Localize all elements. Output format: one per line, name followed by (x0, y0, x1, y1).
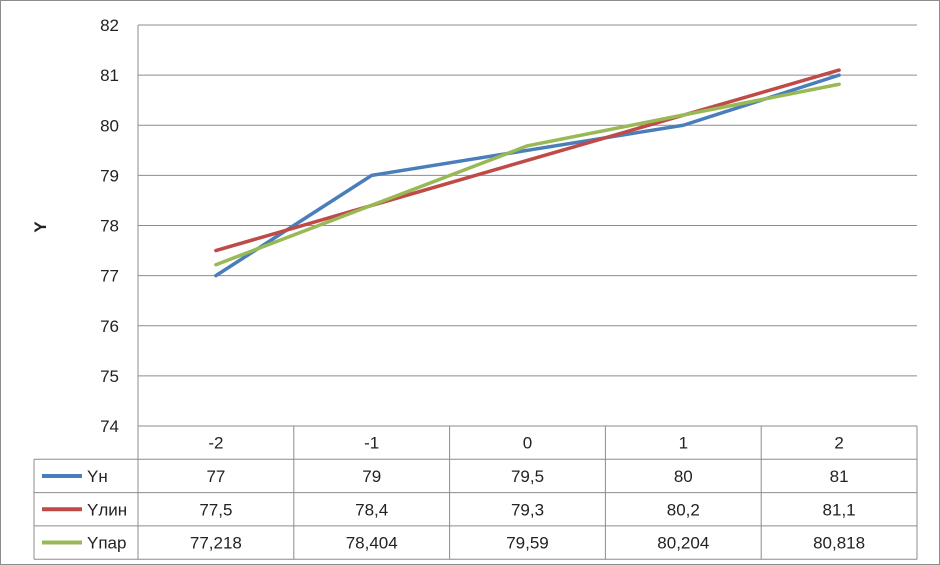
x-tick-label: 1 (679, 434, 688, 453)
data-label: 77,218 (190, 534, 242, 553)
data-label: 79,59 (506, 534, 549, 553)
y-tick-label: 79 (100, 166, 119, 185)
data-label: 81 (830, 467, 849, 486)
data-label: 80,818 (813, 534, 865, 553)
gridlines (137, 24, 917, 427)
data-label: 80,204 (657, 534, 709, 553)
y-tick-label: 80 (100, 116, 119, 135)
y-tick-label: 77 (100, 267, 119, 286)
data-label: 79 (362, 467, 381, 486)
data-label: 77 (206, 467, 225, 486)
x-tick-label: -2 (208, 434, 223, 453)
series-line (214, 73, 841, 278)
data-label: 80,2 (667, 500, 700, 519)
x-tick-label: 0 (523, 434, 532, 453)
data-label: 79,3 (511, 500, 544, 519)
x-tick-label: -1 (364, 434, 379, 453)
series-line (214, 68, 841, 253)
x-tick-label: 2 (834, 434, 843, 453)
y-tick-label: 74 (100, 417, 119, 436)
data-label: 79,5 (511, 467, 544, 486)
y-tick-label: 78 (100, 217, 119, 236)
legend-entry: Yлин (87, 500, 127, 519)
y-tick-label: 75 (100, 367, 119, 386)
legend-entry: Yпар (87, 534, 126, 553)
data-label: 80 (674, 467, 693, 486)
series-line (214, 82, 841, 267)
legend-entry: Yн (87, 467, 108, 486)
data-label: 81,1 (823, 500, 856, 519)
y-axis-label: Y (31, 221, 50, 233)
y-tick-label: 76 (100, 317, 119, 336)
series-lines (214, 68, 841, 278)
data-label: 78,404 (346, 534, 398, 553)
data-label: 77,5 (199, 500, 232, 519)
data-table: -2 -1 0 1 2 Yн 77 79 79,5 80 81 Yлин 77,5 78,4 79,3 80,… (33, 425, 918, 560)
y-tick-label: 82 (100, 16, 119, 35)
data-label: 78,4 (355, 500, 388, 519)
y-tick-label: 81 (100, 66, 119, 85)
y-axis-ticks: 74 75 76 77 78 79 80 81 82 (100, 16, 119, 436)
